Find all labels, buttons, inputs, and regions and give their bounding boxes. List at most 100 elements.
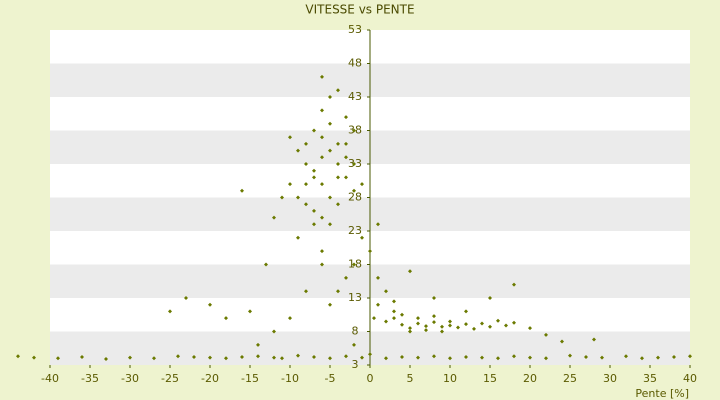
point bbox=[320, 108, 324, 113]
point bbox=[424, 324, 428, 329]
point bbox=[456, 325, 460, 330]
point bbox=[304, 162, 308, 166]
point bbox=[248, 309, 252, 314]
x-tick-label: -25 bbox=[161, 372, 179, 385]
point bbox=[288, 316, 292, 321]
point bbox=[344, 155, 348, 160]
point bbox=[544, 356, 548, 361]
point bbox=[384, 319, 388, 324]
point bbox=[288, 135, 292, 140]
point bbox=[512, 282, 516, 287]
point bbox=[208, 355, 212, 360]
point bbox=[560, 339, 564, 344]
point bbox=[312, 354, 316, 359]
point bbox=[496, 356, 500, 361]
x-tick-label: 20 bbox=[523, 372, 537, 385]
point bbox=[384, 356, 388, 361]
point bbox=[320, 182, 324, 187]
point bbox=[312, 222, 316, 227]
point bbox=[416, 316, 420, 321]
point bbox=[296, 353, 300, 358]
point bbox=[240, 354, 244, 359]
point bbox=[352, 128, 356, 133]
y-tick-label: 23 bbox=[348, 224, 362, 237]
point bbox=[432, 296, 436, 300]
x-tick-label: -35 bbox=[81, 372, 99, 385]
point bbox=[464, 354, 468, 359]
point bbox=[312, 168, 316, 173]
point bbox=[448, 323, 452, 328]
point bbox=[400, 354, 404, 359]
point bbox=[336, 202, 340, 207]
point bbox=[296, 235, 300, 240]
point bbox=[152, 356, 156, 361]
point bbox=[368, 352, 372, 357]
point bbox=[128, 355, 132, 360]
point bbox=[288, 182, 292, 187]
point bbox=[344, 115, 348, 120]
point bbox=[360, 235, 364, 240]
point bbox=[256, 342, 260, 347]
point bbox=[656, 355, 660, 360]
point bbox=[360, 355, 364, 360]
point bbox=[168, 309, 172, 314]
point bbox=[312, 208, 316, 213]
point bbox=[352, 342, 356, 347]
point bbox=[336, 175, 340, 180]
x-tick-label: 10 bbox=[443, 372, 457, 385]
x-tick-label: 15 bbox=[483, 372, 497, 385]
point bbox=[624, 354, 628, 359]
x-tick-label: -20 bbox=[201, 372, 219, 385]
y-tick-label: 53 bbox=[348, 23, 362, 36]
x-tick-label: -30 bbox=[121, 372, 139, 385]
point bbox=[408, 269, 412, 274]
point bbox=[512, 354, 516, 359]
x-tick-label: 25 bbox=[563, 372, 577, 385]
point bbox=[416, 321, 420, 326]
point bbox=[304, 141, 308, 146]
point bbox=[592, 337, 596, 342]
point bbox=[392, 309, 396, 314]
x-tick-label: 30 bbox=[603, 372, 617, 385]
point bbox=[336, 289, 340, 294]
x-axis-label: Pente [%] bbox=[635, 387, 689, 400]
point bbox=[352, 188, 356, 193]
x-tick-label: -40 bbox=[41, 372, 59, 385]
point bbox=[352, 162, 356, 166]
point bbox=[320, 135, 324, 140]
point bbox=[208, 302, 212, 307]
point bbox=[192, 354, 196, 359]
point bbox=[344, 354, 348, 359]
point bbox=[104, 356, 108, 361]
point bbox=[328, 195, 332, 200]
point bbox=[328, 222, 332, 227]
point bbox=[304, 182, 308, 187]
point bbox=[584, 354, 588, 359]
point bbox=[336, 88, 340, 93]
y-tick-label: 3 bbox=[352, 358, 359, 371]
point bbox=[480, 355, 484, 360]
point bbox=[400, 322, 404, 327]
point bbox=[448, 356, 452, 361]
chart-title: VITESSE vs PENTE bbox=[305, 3, 414, 17]
point bbox=[328, 121, 332, 126]
point bbox=[304, 202, 308, 207]
point bbox=[464, 322, 468, 327]
x-tick-label: 40 bbox=[683, 372, 697, 385]
point bbox=[176, 354, 180, 359]
y-tick-label: 28 bbox=[348, 191, 362, 204]
point bbox=[376, 302, 380, 307]
point bbox=[320, 155, 324, 160]
point bbox=[544, 332, 548, 337]
y-tick-label: 48 bbox=[348, 57, 362, 70]
point bbox=[472, 326, 476, 331]
point bbox=[312, 175, 316, 180]
point bbox=[416, 355, 420, 360]
point bbox=[372, 316, 376, 321]
point bbox=[224, 356, 228, 361]
point bbox=[408, 326, 412, 331]
point bbox=[320, 74, 324, 79]
point bbox=[528, 355, 532, 360]
y-tick-label: 8 bbox=[352, 325, 359, 338]
